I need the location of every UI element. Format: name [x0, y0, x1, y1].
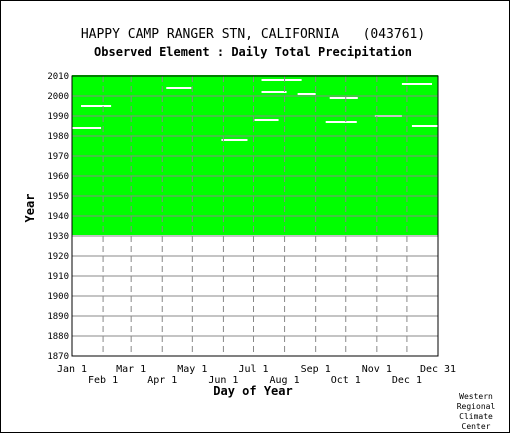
- y-tick-label: 1930: [47, 232, 69, 242]
- y-tick-label: 1870: [47, 352, 69, 362]
- x-tick-label: Dec 31: [420, 364, 456, 375]
- y-tick-label: 1950: [47, 192, 69, 202]
- y-tick-label: 1970: [47, 152, 69, 162]
- x-tick-label: Nov 1: [362, 364, 392, 375]
- credit-line-4: Center: [462, 422, 491, 431]
- x-tick-label: Oct 1: [331, 375, 361, 386]
- missing-segment: [166, 87, 192, 89]
- credit-block: Western Regional Climate Center: [457, 392, 496, 431]
- credit-line-2: Regional: [457, 402, 496, 411]
- credit-line-1: Western: [459, 392, 493, 401]
- y-tick-label: 1910: [47, 272, 69, 282]
- x-tick-label: May 1: [177, 364, 207, 375]
- y-axis-label: Year: [23, 194, 37, 223]
- x-tick-label: Aug 1: [270, 375, 300, 386]
- y-tick-label: 2000: [47, 92, 69, 102]
- y-tick-label: 1940: [47, 212, 69, 222]
- x-tick-label: Jun 1: [208, 375, 238, 386]
- y-tick-label: 1980: [47, 132, 69, 142]
- data-block: [72, 75, 438, 235]
- credit-line-3: Climate: [459, 412, 493, 421]
- missing-segment: [221, 139, 248, 141]
- x-tick-label: Jan 1: [57, 364, 87, 375]
- missing-segment: [81, 105, 112, 107]
- missing-segment: [411, 125, 438, 127]
- missing-segment: [325, 121, 357, 123]
- y-tick-label: 1880: [47, 332, 69, 342]
- x-axis: Jan 1 Mar 1 May 1 Jul 1 Sep 1 Nov 1 Dec 31 Feb …: [57, 364, 456, 386]
- x-tick-label: Dec 1: [392, 375, 422, 386]
- y-tick-label: 1990: [47, 112, 69, 122]
- x-axis-label: Day of Year: [213, 384, 292, 398]
- missing-segment: [261, 79, 302, 81]
- missing-segment: [254, 119, 279, 121]
- plot-area: [71, 75, 439, 357]
- x-tick-label: Jul 1: [238, 364, 268, 375]
- y-tick-label: 1960: [47, 172, 69, 182]
- plot-border: [71, 75, 439, 357]
- y-tick-label: 1900: [47, 292, 69, 302]
- missing-segment: [329, 97, 358, 99]
- missing-segment: [401, 83, 432, 85]
- x-tick-label: Apr 1: [147, 375, 177, 386]
- chart-title: HAPPY CAMP RANGER STN, CALIFORNIA (04376…: [81, 27, 425, 42]
- y-axis: 1870 1880 1890 1900 1910 1920 1930 1940 1950 1960…: [47, 72, 69, 362]
- missing-segment: [72, 127, 102, 129]
- y-tick-label: 2010: [47, 72, 69, 82]
- x-tick-label: Sep 1: [301, 364, 331, 375]
- x-tick-label: Mar 1: [116, 364, 146, 375]
- missing-segment: [261, 91, 287, 93]
- y-tick-label: 1920: [47, 252, 69, 262]
- x-tick-label: Feb 1: [88, 375, 118, 386]
- chart-subtitle: Observed Element : Daily Total Precipita…: [94, 45, 412, 59]
- y-tick-label: 1890: [47, 312, 69, 322]
- missing-segment: [297, 93, 316, 95]
